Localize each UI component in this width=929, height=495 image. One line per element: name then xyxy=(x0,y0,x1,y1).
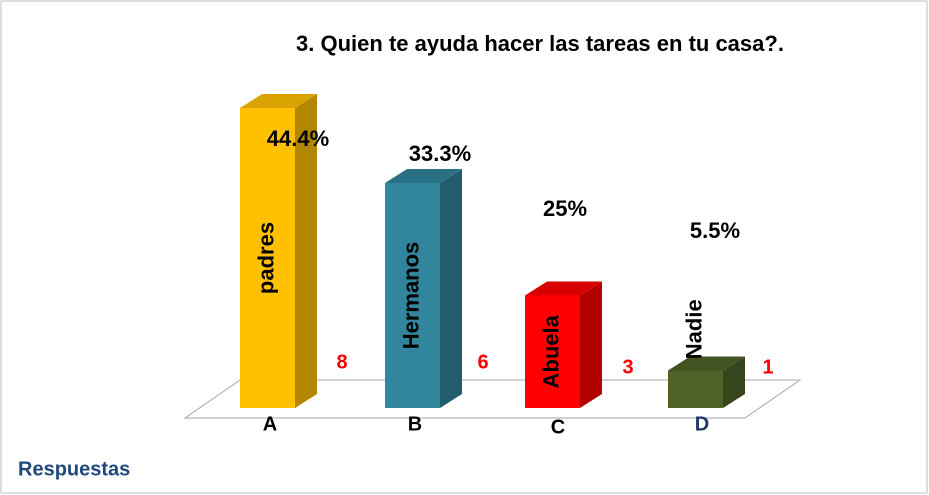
bar xyxy=(525,281,602,408)
percent-label: 25% xyxy=(543,196,587,221)
floor xyxy=(183,379,802,419)
bar-top xyxy=(240,94,317,108)
bar-front xyxy=(525,295,580,408)
bar-name: Nadie xyxy=(681,299,706,359)
chart-title: 3. Quien te ayuda hacer las tareas en tu… xyxy=(296,31,784,56)
bar-front xyxy=(385,183,440,408)
bar-top xyxy=(525,281,602,296)
bar-top xyxy=(668,356,745,371)
bar xyxy=(668,356,745,408)
bar-side xyxy=(723,356,745,408)
bar-side xyxy=(580,281,602,408)
data-label: 3 xyxy=(622,356,633,378)
x-tick-label: A xyxy=(263,413,277,435)
bar-top xyxy=(385,169,462,183)
data-label: 1 xyxy=(762,356,773,378)
bar-name: Hermanos xyxy=(398,242,423,350)
x-tick-label: D xyxy=(695,413,709,435)
percent-label: 33.3% xyxy=(409,141,471,166)
bar-side xyxy=(295,94,317,408)
bar xyxy=(385,169,462,408)
percent-label: 44.4% xyxy=(267,126,329,151)
bar-name: Abuela xyxy=(538,314,563,388)
x-tick-label: B xyxy=(408,413,422,435)
bar-side xyxy=(440,169,462,408)
bar xyxy=(240,94,317,408)
x-axis-label: Respuestas xyxy=(18,458,130,480)
bar-front xyxy=(668,370,723,408)
bar-name: padres xyxy=(253,222,278,294)
percent-label: 5.5% xyxy=(690,218,740,243)
data-label: 8 xyxy=(336,351,347,373)
data-label: 6 xyxy=(477,351,488,373)
x-tick-label: C xyxy=(551,416,565,438)
bar-front xyxy=(240,108,295,408)
